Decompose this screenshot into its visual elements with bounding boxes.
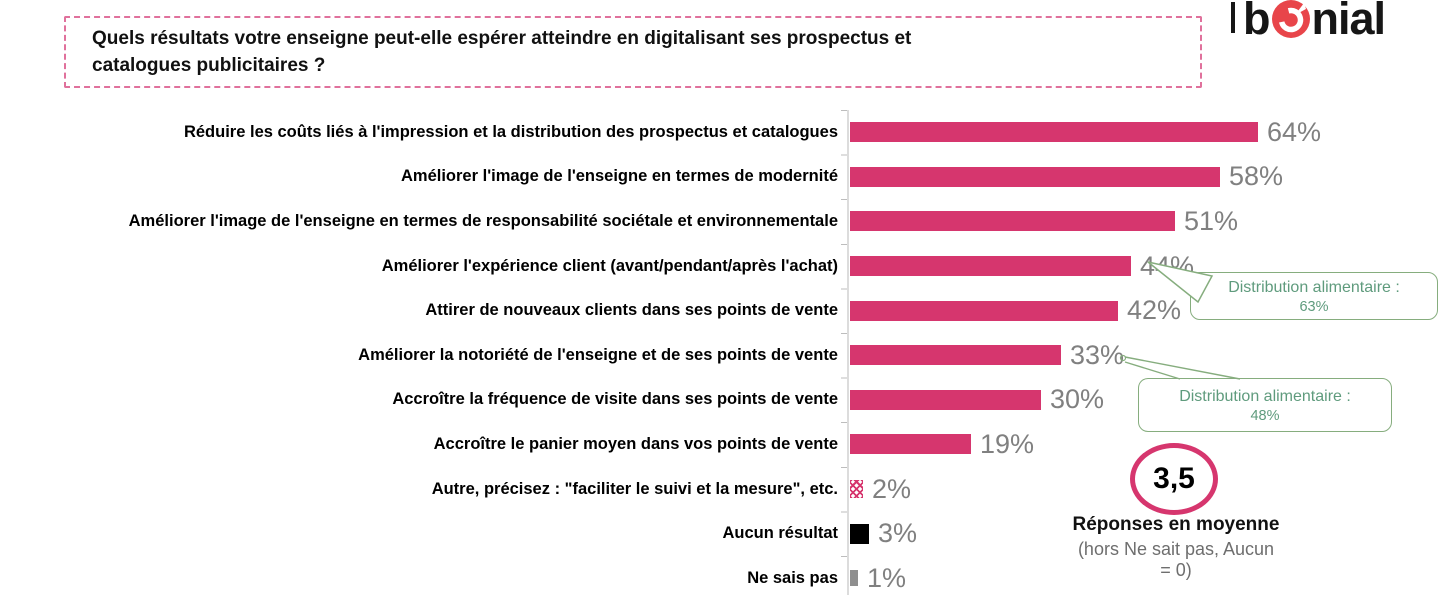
callout-value: 48% xyxy=(1250,408,1280,424)
bar xyxy=(850,570,858,587)
value-label: 33% xyxy=(1070,339,1125,370)
bar xyxy=(850,122,1258,143)
category-label: Améliorer la notoriété de l'enseigne et … xyxy=(358,345,838,364)
bonial-logo: b nial xyxy=(1243,0,1387,46)
bar-area: 51% xyxy=(848,199,1442,244)
callout-distribution-48: Distribution alimentaire : 48% xyxy=(1138,378,1392,432)
bar-area: 1% xyxy=(848,556,1442,599)
callout-title: Distribution alimentaire : xyxy=(1179,388,1351,405)
bar-area: 64% xyxy=(848,110,1442,155)
bar xyxy=(850,434,971,455)
bar xyxy=(850,389,1041,410)
value-label: 19% xyxy=(980,428,1035,459)
category-label: Accroître le panier moyen dans vos point… xyxy=(433,434,838,453)
chart-row: Autre, précisez : "faciliter le suivi et… xyxy=(0,467,1442,512)
chart-row: Ne sais pas 1% xyxy=(0,556,1442,599)
bar xyxy=(850,211,1175,232)
bar-area: 3% xyxy=(848,511,1442,556)
value-label: 42% xyxy=(1127,295,1182,326)
bar xyxy=(850,256,1131,277)
category-label: Améliorer l'expérience client (avant/pen… xyxy=(381,256,838,275)
chart-row: Améliorer l'image de l'enseigne en terme… xyxy=(0,155,1442,200)
chart-row: Améliorer la notoriété de l'enseigne et … xyxy=(0,333,1442,378)
bonial-target-icon xyxy=(1271,0,1311,46)
value-label: 51% xyxy=(1184,205,1239,236)
callout-distribution-63: Distribution alimentaire : 63% xyxy=(1190,272,1438,320)
chart-row: Attirer de nouveaux clients dans ses poi… xyxy=(0,288,1442,333)
bar xyxy=(850,300,1118,321)
chart-row: Aucun résultat 3% xyxy=(0,511,1442,556)
average-value: 3,5 xyxy=(1153,462,1195,495)
bar-area: 19% xyxy=(848,422,1442,467)
average-label: Réponses en moyenne xyxy=(1072,514,1280,535)
bar xyxy=(850,523,869,544)
question-box: Quels résultats votre enseigne peut-elle… xyxy=(64,16,1202,88)
category-label: Améliorer l'image de l'enseigne en terme… xyxy=(401,167,838,186)
bar-chart: Réduire les coûts liés à l'impression et… xyxy=(0,110,1442,599)
axis-ticks xyxy=(841,110,848,599)
bar xyxy=(850,345,1061,366)
bar xyxy=(850,166,1220,187)
bar xyxy=(850,480,863,499)
bar-area: 30% xyxy=(848,378,1442,423)
average-caption: Réponses en moyenne (hors Ne sait pas, A… xyxy=(1054,514,1298,582)
category-label: Accroître la fréquence de visite dans se… xyxy=(392,390,838,409)
value-label: 2% xyxy=(872,473,912,504)
logo-separator xyxy=(1231,2,1235,33)
average-circle: 3,5 xyxy=(1130,443,1218,515)
value-label: 44% xyxy=(1140,250,1195,281)
callout-value: 63% xyxy=(1299,299,1329,315)
axis-line xyxy=(847,110,849,595)
bar-area: 58% xyxy=(848,155,1442,200)
chart-row: Réduire les coûts liés à l'impression et… xyxy=(0,110,1442,155)
chart-row: Accroître la fréquence de visite dans se… xyxy=(0,378,1442,423)
value-label: 64% xyxy=(1267,116,1322,147)
chart-rows: Réduire les coûts liés à l'impression et… xyxy=(0,110,1442,599)
value-label: 58% xyxy=(1229,161,1284,192)
category-label: Réduire les coûts liés à l'impression et… xyxy=(183,122,838,141)
average-note-line2: = 0) xyxy=(1160,560,1192,581)
question-line2: catalogues publicitaires ? xyxy=(92,54,326,76)
average-note-line1: (hors Ne sait pas, Aucun xyxy=(1077,538,1275,559)
value-label: 3% xyxy=(878,518,918,549)
question-line1: Quels résultats votre enseigne peut-elle… xyxy=(92,28,912,49)
category-label: Attirer de nouveaux clients dans ses poi… xyxy=(425,301,838,320)
category-label: Ne sais pas xyxy=(747,568,838,587)
category-label: Autre, précisez : "faciliter le suivi et… xyxy=(431,479,838,498)
logo-text-nial: nial xyxy=(1311,0,1387,44)
value-label: 30% xyxy=(1050,384,1105,415)
bar-area: 33% xyxy=(848,333,1442,378)
value-label: 1% xyxy=(867,562,907,593)
chart-row: Améliorer l'image de l'enseigne en terme… xyxy=(0,199,1442,244)
bar-area: 2% xyxy=(848,467,1442,512)
category-label: Améliorer l'image de l'enseigne en terme… xyxy=(128,211,838,230)
chart-row: Accroître le panier moyen dans vos point… xyxy=(0,422,1442,467)
callout-title: Distribution alimentaire : xyxy=(1228,279,1400,296)
logo-text-b: b xyxy=(1243,0,1270,44)
category-label: Aucun résultat xyxy=(722,524,838,543)
